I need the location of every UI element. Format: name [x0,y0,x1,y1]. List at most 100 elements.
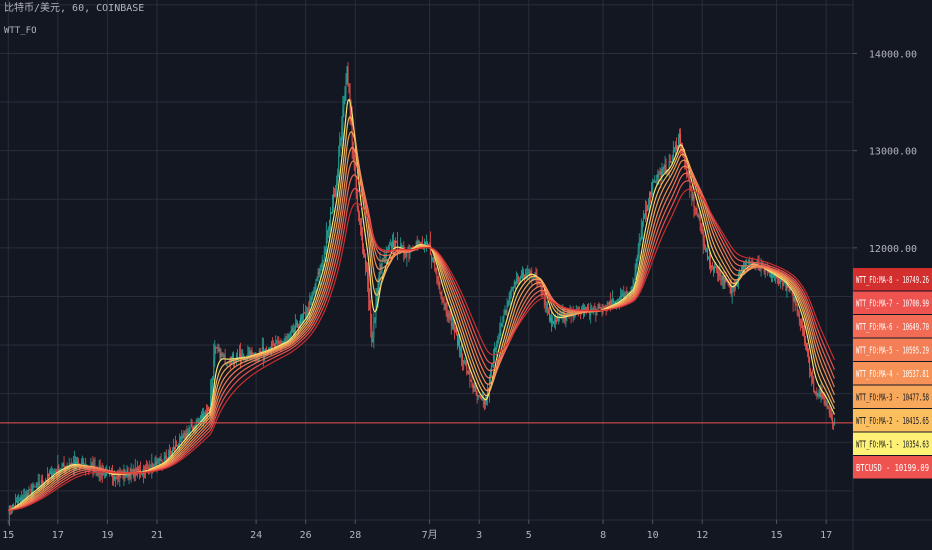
candle-body [799,320,801,322]
candle-body [377,284,379,298]
candle-body [404,253,406,255]
candle-body [798,314,800,321]
candle-body [515,278,517,284]
candle-body [311,295,313,298]
candle-body [441,296,443,298]
price-tag[interactable] [853,291,932,315]
candle-body [827,407,829,409]
candle-body [207,408,209,415]
candle-body [611,299,613,303]
candle-body [711,265,712,268]
candle-body [406,252,408,257]
candle-body [641,221,643,230]
candle-body [113,477,115,480]
x-tick-label: 24 [250,530,262,541]
candle-body [178,444,180,447]
candle-body [74,460,76,465]
candle-body [625,292,627,297]
candle-body [463,361,465,364]
candle-body [706,249,708,260]
candle-body [381,259,383,269]
candle-body [280,342,282,345]
candle-body [105,469,107,477]
candle-body [548,313,550,321]
candle-body [262,346,264,355]
candle-body [378,275,380,285]
candle-body [805,340,806,344]
candles [8,62,835,527]
candle-body [188,430,190,432]
candle-body [319,266,321,274]
candle-body [681,145,683,149]
candle-body [387,249,389,251]
price-tag[interactable] [853,315,932,338]
candle-body [379,264,381,276]
candle-body [796,304,798,314]
candle-body [712,265,714,267]
candle-body [211,385,213,396]
candle-body [763,265,765,273]
candle-body [419,242,421,245]
candle-body [538,281,540,283]
candle-body [559,315,561,318]
y-tick-label: 13000.00 [869,147,917,158]
price-tag[interactable] [853,409,932,432]
candle-body [744,268,746,269]
candle-body [385,251,387,258]
candle-body [501,322,503,325]
candle-body [208,408,210,412]
price-tag[interactable] [853,456,932,479]
chart-header: 比特币/美元, 60, COINBASE WTT_FO [4,2,144,38]
price-tag[interactable] [853,385,932,409]
candle-body [23,495,25,500]
candle-body [460,349,462,351]
candle-body [12,504,14,506]
price-tag[interactable] [853,362,932,385]
candle-body [510,290,512,296]
candle-body [132,468,134,472]
candle-body [546,304,548,310]
price-tag[interactable] [853,338,932,362]
candle-body [41,479,43,484]
candle-body [730,286,732,294]
candle-body [471,381,473,386]
candle-body [330,212,331,221]
candle-body [516,277,518,279]
indicator-title[interactable]: WTT_FO [4,26,37,36]
symbol-title[interactable]: 比特币/美元, 60, COINBASE [4,3,145,14]
candle-body [22,499,24,502]
candle-body [36,482,38,487]
candle-body [823,397,825,402]
candle-body [661,169,663,178]
x-tick-label: 17 [820,530,832,541]
candle-body [433,258,435,263]
candle-body [380,264,382,269]
candle-body [525,273,527,277]
candle-body [423,241,425,245]
candle-body [114,477,116,480]
candle-body [301,317,302,319]
candle-body [165,455,167,459]
candle-body [444,303,446,305]
candle-body [180,436,182,438]
candle-body [372,337,374,343]
candle-body [749,260,751,267]
candle-body [425,241,426,244]
candle-body [279,342,281,344]
candle-body [670,161,672,163]
candle-body [806,343,807,349]
candle-body [618,300,620,302]
price-tag[interactable] [853,268,932,291]
candle-body [285,338,287,341]
candle-body [640,229,642,240]
candle-body [129,473,131,478]
candle-body [621,294,623,298]
price-tag[interactable] [853,432,932,456]
candle-body [338,155,340,173]
candle-body [137,467,139,472]
candle-body [35,486,37,488]
candle-body [449,313,451,316]
candle-body [821,391,823,394]
candle-body [688,175,690,180]
